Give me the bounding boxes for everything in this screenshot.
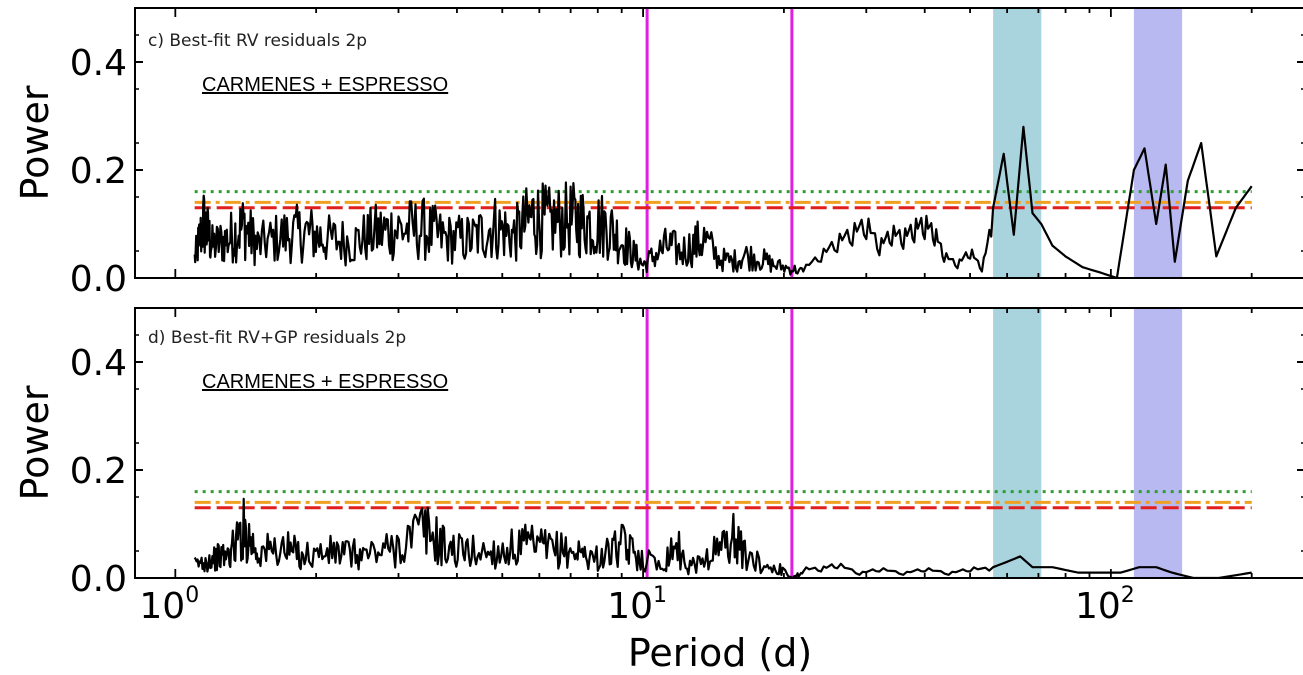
y-axis-label: Power — [13, 85, 57, 200]
shaded-band — [993, 8, 1042, 278]
panel-label: c) Best-fit RV residuals 2p — [148, 31, 367, 51]
plot-frame — [134, 307, 1303, 579]
y-tick-label: 0.0 — [70, 559, 127, 600]
y-axis-label: Power — [13, 385, 57, 500]
periodogram-series — [193, 125, 1253, 278]
periodogram-series — [193, 497, 1252, 578]
x-tick-labels: 100 101 102 — [139, 583, 1134, 627]
dataset-subtitle: CARMENES + ESPRESSO — [202, 74, 448, 96]
panel-label: d) Best-fit RV+GP residuals 2p — [148, 328, 406, 348]
shaded-band — [1133, 308, 1183, 578]
y-tick-label: 0.4 — [70, 43, 127, 84]
x-tick-label: 102 — [1075, 583, 1135, 627]
x-tick-label: 100 — [139, 583, 199, 627]
shaded-band — [1133, 8, 1183, 278]
panel-d: 0.0 0.2 0.4 d) Best-fit RV+GP residuals 2p… — [13, 307, 1303, 600]
dataset-subtitle: CARMENES + ESPRESSO — [202, 371, 448, 393]
y-tick-label: 0.4 — [70, 343, 127, 384]
y-tick-label: 0.2 — [70, 151, 127, 192]
x-axis-label: Period (d) — [628, 631, 812, 675]
y-tick-label: 0.0 — [70, 259, 127, 300]
y-tick-label: 0.2 — [70, 451, 127, 492]
panel-c: 0.0 0.2 0.4 c) Best-fit RV residuals 2p CA… — [13, 7, 1303, 300]
x-tick-label: 101 — [607, 583, 667, 627]
shaded-band — [993, 308, 1042, 578]
